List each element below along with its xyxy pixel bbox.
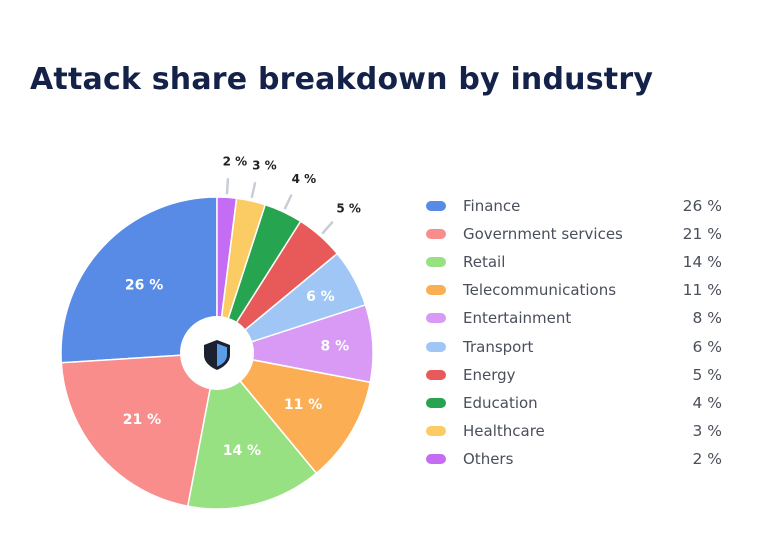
leader-line-energy xyxy=(321,221,334,235)
legend-swatch xyxy=(426,397,446,408)
legend-item-transport: Transport 6 % xyxy=(426,332,726,360)
legend-value: 4 % xyxy=(692,393,722,412)
slice-others xyxy=(216,196,238,354)
data-label-energy: 5 % xyxy=(336,202,361,216)
data-label-telecommunications: 11 % xyxy=(284,397,322,413)
legend: Finance 26 % Government services 21 % Retail… xyxy=(426,192,726,473)
data-label-healthcare: 3 % xyxy=(252,159,277,173)
legend-label: Others xyxy=(463,449,514,468)
center-badge xyxy=(180,316,254,390)
legend-swatch xyxy=(426,341,446,352)
slice-retail xyxy=(186,351,318,510)
legend-value: 26 % xyxy=(682,197,722,216)
legend-value: 3 % xyxy=(692,421,722,440)
data-label-finance: 26 % xyxy=(125,278,163,294)
legend-label: Telecommunications xyxy=(463,281,617,300)
legend-value: 11 % xyxy=(682,281,722,300)
data-label-transport: 6 % xyxy=(306,289,335,305)
pie-slices xyxy=(60,196,374,510)
leader-line-others xyxy=(225,178,230,195)
data-label-others: 2 % xyxy=(223,154,248,168)
legend-swatch xyxy=(426,257,446,268)
legend-value: 6 % xyxy=(692,337,722,356)
legend-label: Healthcare xyxy=(463,421,545,440)
legend-value: 5 % xyxy=(692,365,722,384)
slice-government-services xyxy=(60,352,218,508)
legend-label: Entertainment xyxy=(463,309,572,328)
legend-item-energy: Energy 5 % xyxy=(426,361,726,389)
label-leader-lines xyxy=(225,178,334,235)
legend-swatch xyxy=(426,201,446,212)
legend-item-government-services: Government services 21 % xyxy=(426,220,726,248)
legend-item-telecommunications: Telecommunications 11 % xyxy=(426,276,726,304)
legend-value: 2 % xyxy=(692,449,722,468)
chart-title: Attack share breakdown by industry xyxy=(30,62,654,97)
legend-swatch xyxy=(426,425,446,436)
leader-line-education xyxy=(283,194,293,210)
legend-label: Finance xyxy=(463,197,521,216)
leader-line-healthcare xyxy=(250,181,257,199)
legend-swatch xyxy=(426,285,446,296)
legend-item-retail: Retail 14 % xyxy=(426,248,726,276)
legend-label: Education xyxy=(463,393,538,412)
data-label-entertainment: 8 % xyxy=(320,339,349,355)
legend-item-entertainment: Entertainment 8 % xyxy=(426,304,726,332)
legend-swatch xyxy=(426,453,446,464)
legend-item-education: Education 4 % xyxy=(426,389,726,417)
shield-icon xyxy=(204,340,230,370)
legend-label: Retail xyxy=(463,253,506,272)
legend-swatch xyxy=(426,229,446,240)
legend-item-healthcare: Healthcare 3 % xyxy=(426,417,726,445)
slice-finance xyxy=(60,196,218,364)
legend-label: Energy xyxy=(463,365,516,384)
legend-value: 21 % xyxy=(682,225,722,244)
legend-swatch xyxy=(426,313,446,324)
legend-swatch xyxy=(426,369,446,380)
data-labels: 26 % 21 % 14 % 11 % 8 % 6 % 5 % 4 % 3 % 2 % xyxy=(123,154,361,459)
legend-label: Government services xyxy=(463,225,623,244)
legend-item-others: Others 2 % xyxy=(426,445,726,473)
legend-value: 8 % xyxy=(692,309,722,328)
slice-telecommunications xyxy=(215,351,372,475)
legend-value: 14 % xyxy=(682,253,722,272)
legend-label: Transport xyxy=(463,337,534,356)
data-label-education: 4 % xyxy=(292,172,317,186)
legend-item-finance: Finance 26 % xyxy=(426,192,726,220)
data-label-retail: 14 % xyxy=(223,443,261,459)
data-label-government-services: 21 % xyxy=(123,412,161,428)
